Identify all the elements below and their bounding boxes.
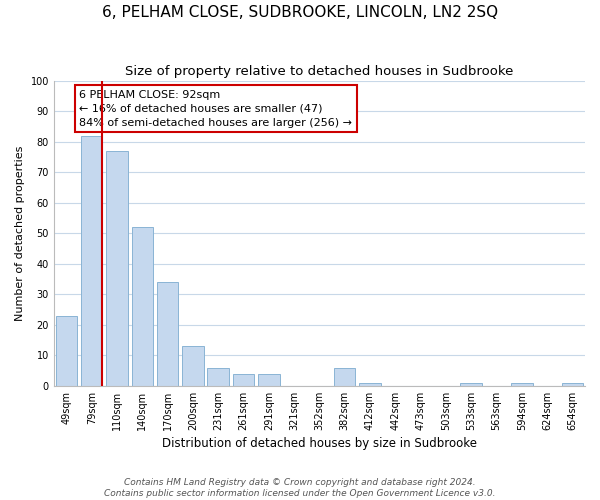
Bar	[460, 383, 482, 386]
Text: 6, PELHAM CLOSE, SUDBROOKE, LINCOLN, LN2 2SQ: 6, PELHAM CLOSE, SUDBROOKE, LINCOLN, LN2…	[102, 5, 498, 20]
Bar	[56, 316, 77, 386]
Bar	[562, 383, 583, 386]
Bar	[511, 383, 533, 386]
Y-axis label: Number of detached properties: Number of detached properties	[15, 146, 25, 321]
Bar	[359, 383, 381, 386]
Bar	[106, 151, 128, 386]
Text: 6 PELHAM CLOSE: 92sqm
← 16% of detached houses are smaller (47)
84% of semi-deta: 6 PELHAM CLOSE: 92sqm ← 16% of detached …	[79, 90, 352, 128]
Bar	[131, 227, 153, 386]
Bar	[157, 282, 178, 386]
Bar	[182, 346, 203, 386]
Bar	[334, 368, 355, 386]
Text: Contains HM Land Registry data © Crown copyright and database right 2024.
Contai: Contains HM Land Registry data © Crown c…	[104, 478, 496, 498]
X-axis label: Distribution of detached houses by size in Sudbrooke: Distribution of detached houses by size …	[162, 437, 477, 450]
Bar	[81, 136, 103, 386]
Title: Size of property relative to detached houses in Sudbrooke: Size of property relative to detached ho…	[125, 65, 514, 78]
Bar	[208, 368, 229, 386]
Bar	[258, 374, 280, 386]
Bar	[233, 374, 254, 386]
